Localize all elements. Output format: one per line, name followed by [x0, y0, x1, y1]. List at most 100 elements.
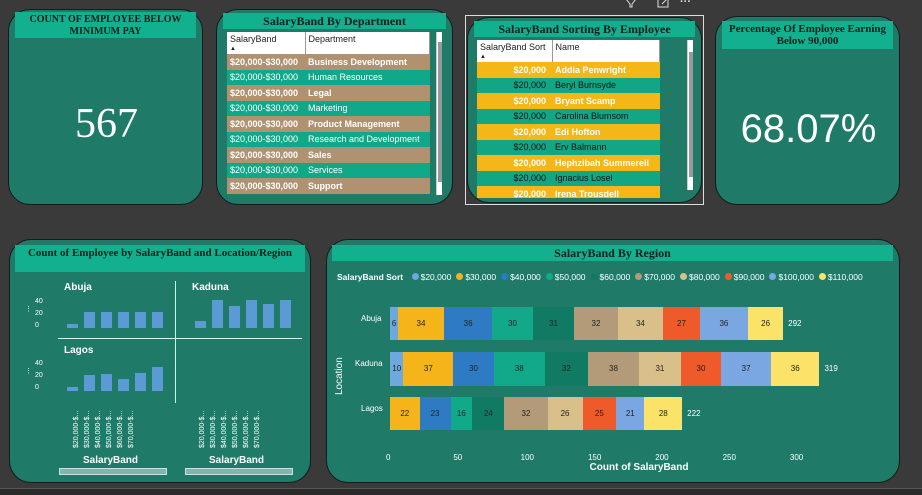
bar-segment[interactable]: 36 [443, 307, 493, 340]
emp-table-row[interactable]: $20,000 Edi Hofton [477, 124, 660, 140]
mini-bar[interactable] [135, 311, 146, 328]
emp-table-row[interactable]: $20,000 Carolina Blumsom [477, 108, 660, 124]
dept-table-row[interactable]: $20,000-$30,000 Human Resources [227, 69, 430, 85]
mini-bar[interactable] [152, 367, 163, 391]
dept-table-scrollbar[interactable] [436, 32, 442, 195]
employee-name-cell: Erv Balmann [552, 139, 660, 155]
legend-item[interactable]: $80,000 [680, 272, 720, 282]
mini-bar[interactable] [118, 311, 129, 328]
bar-segment[interactable]: 36 [771, 352, 820, 386]
dept-table-row[interactable]: $20,000-$30,000 Product Management [227, 116, 430, 132]
legend-item[interactable]: $110,000 [818, 272, 863, 282]
emp-table-scrollbar[interactable] [687, 40, 693, 190]
visual-toolbar: ··· [620, 0, 700, 10]
salaryband-cell: $20,000-$30,000 [227, 131, 305, 147]
col-header-name[interactable]: Name [552, 40, 660, 62]
bar-segment[interactable]: 32 [574, 307, 618, 340]
focus-mode-icon[interactable] [657, 0, 669, 8]
y-tick-label: 40 [35, 360, 43, 367]
horizontal-scrollbar[interactable] [185, 468, 293, 475]
bar-segment[interactable]: 36 [699, 307, 749, 340]
mini-bar[interactable] [101, 373, 112, 391]
dept-table-row[interactable]: $20,000-$30,000 Research and Development [227, 131, 430, 147]
emp-table-row[interactable]: $20,000 Bryant Scamp [477, 93, 660, 109]
emp-table-row[interactable]: $20,000 Ignacius Losel [477, 170, 660, 186]
bar-segment[interactable]: 31 [639, 352, 681, 386]
bar-segment[interactable]: 6 [390, 307, 399, 340]
bar-segment[interactable]: 24 [472, 397, 505, 430]
mini-bar[interactable] [263, 304, 274, 328]
dept-table-row[interactable]: $20,000-$30,000 Legal [227, 85, 430, 101]
mini-bar[interactable] [84, 311, 95, 328]
bottom-strip [0, 488, 922, 495]
bar-segment[interactable]: 25 [582, 397, 617, 430]
dept-table-row[interactable]: $20,000-$30,000 Sales [227, 147, 430, 163]
legend-item[interactable]: $100,000 [769, 271, 814, 282]
bar-segment[interactable]: 30 [680, 352, 722, 386]
legend-item[interactable]: $90,000 [724, 272, 764, 282]
bar-segment[interactable]: 23 [419, 397, 451, 430]
bar-segment[interactable]: 10 [390, 352, 404, 386]
more-options-icon[interactable]: ··· [680, 0, 691, 8]
department-cell: Business Development [305, 54, 430, 70]
bar-segment[interactable]: 16 [450, 397, 473, 430]
bar-segment[interactable]: 38 [587, 352, 640, 386]
mini-bar[interactable] [118, 379, 129, 391]
emp-table-row[interactable]: $20,000 Addia Penwright [477, 62, 660, 78]
bar-segment[interactable]: 22 [390, 397, 420, 430]
bar-segment[interactable]: 31 [532, 307, 575, 340]
mini-bar[interactable] [280, 299, 291, 328]
mini-bar[interactable] [135, 373, 146, 391]
bar-segment[interactable]: 32 [504, 397, 548, 430]
more-options-icon[interactable]: ⋮ [25, 306, 32, 313]
legend-label: $100,000 [778, 271, 814, 282]
legend-item[interactable]: $60,000 [590, 272, 630, 282]
legend-swatch [680, 273, 687, 280]
dept-table-row[interactable]: $20,000-$30,000 Business Development [227, 54, 430, 70]
employee-name-cell: Bryant Scamp [552, 93, 660, 109]
small-multiples-title: Count of Employee by SalaryBand and Loca… [15, 245, 305, 272]
horizontal-scrollbar[interactable] [59, 468, 167, 475]
dept-table-row[interactable]: $20,000-$30,000 Marketing [227, 100, 430, 116]
mini-bar[interactable] [101, 311, 112, 328]
bar-segment[interactable]: 32 [544, 352, 588, 386]
mini-bar[interactable] [152, 311, 163, 328]
bar-segment[interactable]: 34 [617, 307, 664, 340]
bar-segment[interactable]: 21 [616, 397, 645, 430]
salaryband-sort-cell: $20,000 [477, 108, 552, 124]
mini-bar[interactable] [67, 324, 78, 328]
mini-bar[interactable] [84, 374, 95, 391]
x-tick-label: 100 [520, 453, 534, 462]
dept-table-row[interactable]: $20,000-$30,000 Services [227, 162, 430, 178]
bar-segment[interactable]: 34 [398, 307, 444, 340]
legend-item[interactable]: $70,000 [635, 272, 675, 282]
legend-item[interactable]: $30,000 [456, 272, 496, 282]
bar-segment[interactable]: 37 [403, 352, 454, 386]
bar-segment[interactable]: 26 [547, 397, 583, 430]
col-header-department[interactable]: Department [305, 32, 430, 54]
more-options-icon[interactable]: ⋮ [25, 368, 32, 375]
bar-segment[interactable]: 30 [453, 352, 494, 386]
mini-bar[interactable] [212, 300, 223, 328]
mini-bar[interactable] [229, 305, 240, 328]
legend-item[interactable]: $20,000 [411, 272, 451, 282]
bar-segment[interactable]: 27 [663, 307, 700, 340]
filter-icon[interactable] [625, 0, 637, 8]
mini-bar[interactable] [246, 299, 257, 328]
bar-segment[interactable]: 26 [748, 307, 784, 340]
emp-table-row[interactable]: $20,000 Irena Trousdell [477, 186, 660, 198]
mini-bar[interactable] [67, 387, 78, 391]
col-header-salaryband[interactable]: SalaryBand ▲ [227, 32, 306, 54]
bar-segment[interactable]: 30 [492, 307, 533, 340]
bar-segment[interactable]: 38 [493, 352, 545, 386]
legend-item[interactable]: $40,000 [501, 272, 541, 282]
dept-table-row[interactable]: $20,000-$30,000 Support [227, 178, 430, 194]
mini-bar[interactable] [195, 320, 206, 328]
bar-segment[interactable]: 37 [721, 352, 772, 386]
col-header-salaryband-sort[interactable]: SalaryBand Sort ▲ [477, 40, 553, 62]
emp-table-row[interactable]: $20,000 Hephzibah Summerell [477, 155, 660, 171]
legend-item[interactable]: $50,000 [545, 272, 586, 282]
bar-segment[interactable]: 28 [644, 397, 683, 430]
emp-table-row[interactable]: $20,000 Erv Balmann [477, 139, 660, 155]
emp-table-row[interactable]: $20,000 Beryl Burnsyde [477, 77, 660, 93]
